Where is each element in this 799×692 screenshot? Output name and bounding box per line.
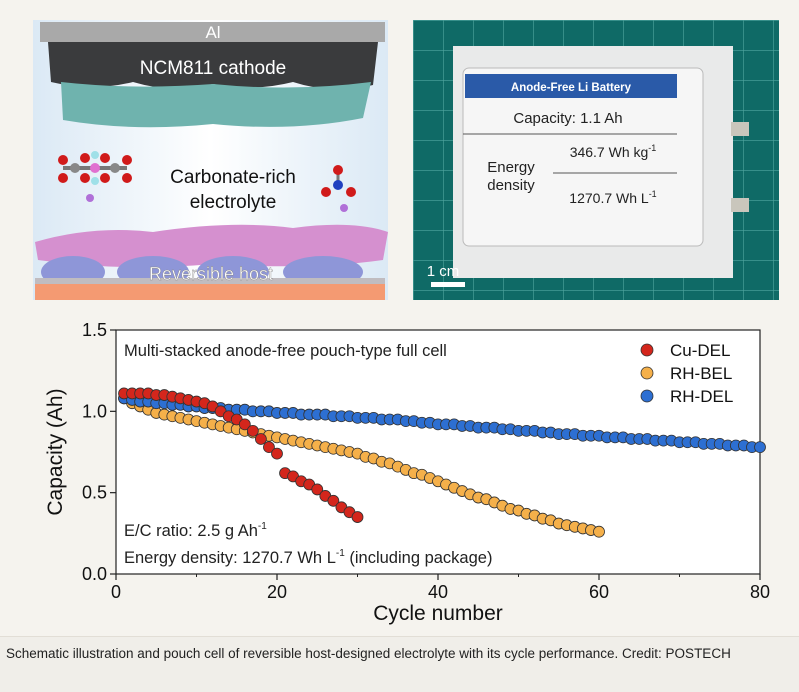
caption-text: Schematic illustration and pouch cell of…: [6, 646, 731, 661]
y-tick-label: 0.5: [82, 483, 107, 503]
scale-bar-label: 1 cm: [427, 263, 460, 280]
x-tick-label: 60: [589, 582, 609, 602]
negative-tab: [731, 198, 749, 212]
legend-label: RH-BEL: [670, 364, 732, 383]
copper-current-collector: [35, 284, 385, 300]
figure-caption: Schematic illustration and pouch cell of…: [0, 636, 799, 692]
electrolyte-label-line1: Carbonate-rich: [170, 167, 296, 188]
electrolyte-schematic-illustration: Al NCM811 cathode Carbonate-rich electro…: [33, 20, 388, 300]
legend-label: RH-DEL: [670, 387, 733, 406]
y-axis-label: Capacity (Ah): [44, 388, 67, 515]
data-point: [754, 441, 766, 454]
chart-title: Multi-stacked anode-free pouch-type full…: [124, 342, 447, 360]
chart-legend: Cu-DEL RH-BEL RH-DEL: [640, 341, 733, 406]
data-point: [351, 511, 364, 523]
ec-ratio-annotation: E/C ratio: 2.5 g Ah-1: [124, 521, 267, 540]
x-tick-label: 40: [428, 582, 448, 602]
gravimetric-energy-density: 346.7 Wh kg-1: [570, 143, 657, 160]
x-tick-label: 20: [267, 582, 287, 602]
cathode-interphase-layer: [61, 82, 371, 128]
energy-density-annotation: Energy density: 1270.7 Wh L-1 (including…: [124, 548, 492, 567]
legend-label: Cu-DEL: [670, 341, 730, 360]
reversible-host-layer: [35, 256, 385, 288]
data-point: [593, 525, 605, 538]
series-cu-del: [118, 387, 364, 523]
pouch-cell-photo: Anode-Free Li Battery Capacity: 1.1 Ah E…: [413, 20, 779, 300]
fluoroborate-molecule-icon: [58, 151, 132, 202]
capacity-text: Capacity: 1.1 Ah: [513, 110, 622, 127]
legend-marker: [640, 389, 654, 403]
al-label: Al: [205, 23, 220, 42]
anode-interphase-layer: [35, 224, 388, 268]
series-rh-del: [118, 392, 766, 454]
data-point: [327, 494, 340, 507]
scale-bar: [431, 282, 465, 287]
ncm811-cathode-layer: [48, 42, 378, 90]
aluminum-current-collector: [40, 22, 385, 42]
positive-tab: [731, 122, 749, 136]
energy-label-line1: Energy: [487, 159, 535, 176]
x-axis-label: Cycle number: [373, 602, 503, 625]
label-title: Anode-Free Li Battery: [511, 82, 632, 94]
x-tick-label: 80: [750, 582, 770, 602]
energy-label-line2: density: [487, 177, 535, 194]
capacity-cycle-chart: 0 20 40 60 80 0.0 0.5 1.0 1.5 Multi-stacked anod…: [44, 320, 770, 625]
y-tick-label: 0.0: [82, 564, 107, 584]
battery-label-sticker: [462, 67, 704, 247]
data-point: [246, 424, 259, 437]
legend-marker: [640, 366, 654, 380]
data-point: [271, 447, 283, 460]
x-tick-label: 0: [111, 582, 121, 602]
host-label: Reversible host: [149, 264, 273, 284]
y-tick-label: 1.5: [82, 320, 107, 340]
data-point: [311, 483, 324, 496]
y-tick-label: 1.0: [82, 401, 107, 421]
cathode-label: NCM811 cathode: [140, 58, 286, 79]
label-title-bar: [465, 74, 677, 98]
volumetric-energy-density: 1270.7 Wh L-1: [569, 189, 656, 206]
data-point: [263, 441, 275, 454]
legend-marker: [640, 343, 654, 357]
electrolyte-label-line2: electrolyte: [190, 192, 277, 213]
data-point: [254, 433, 267, 445]
data-point: [238, 418, 251, 431]
nitrate-molecule-icon: [321, 165, 356, 212]
